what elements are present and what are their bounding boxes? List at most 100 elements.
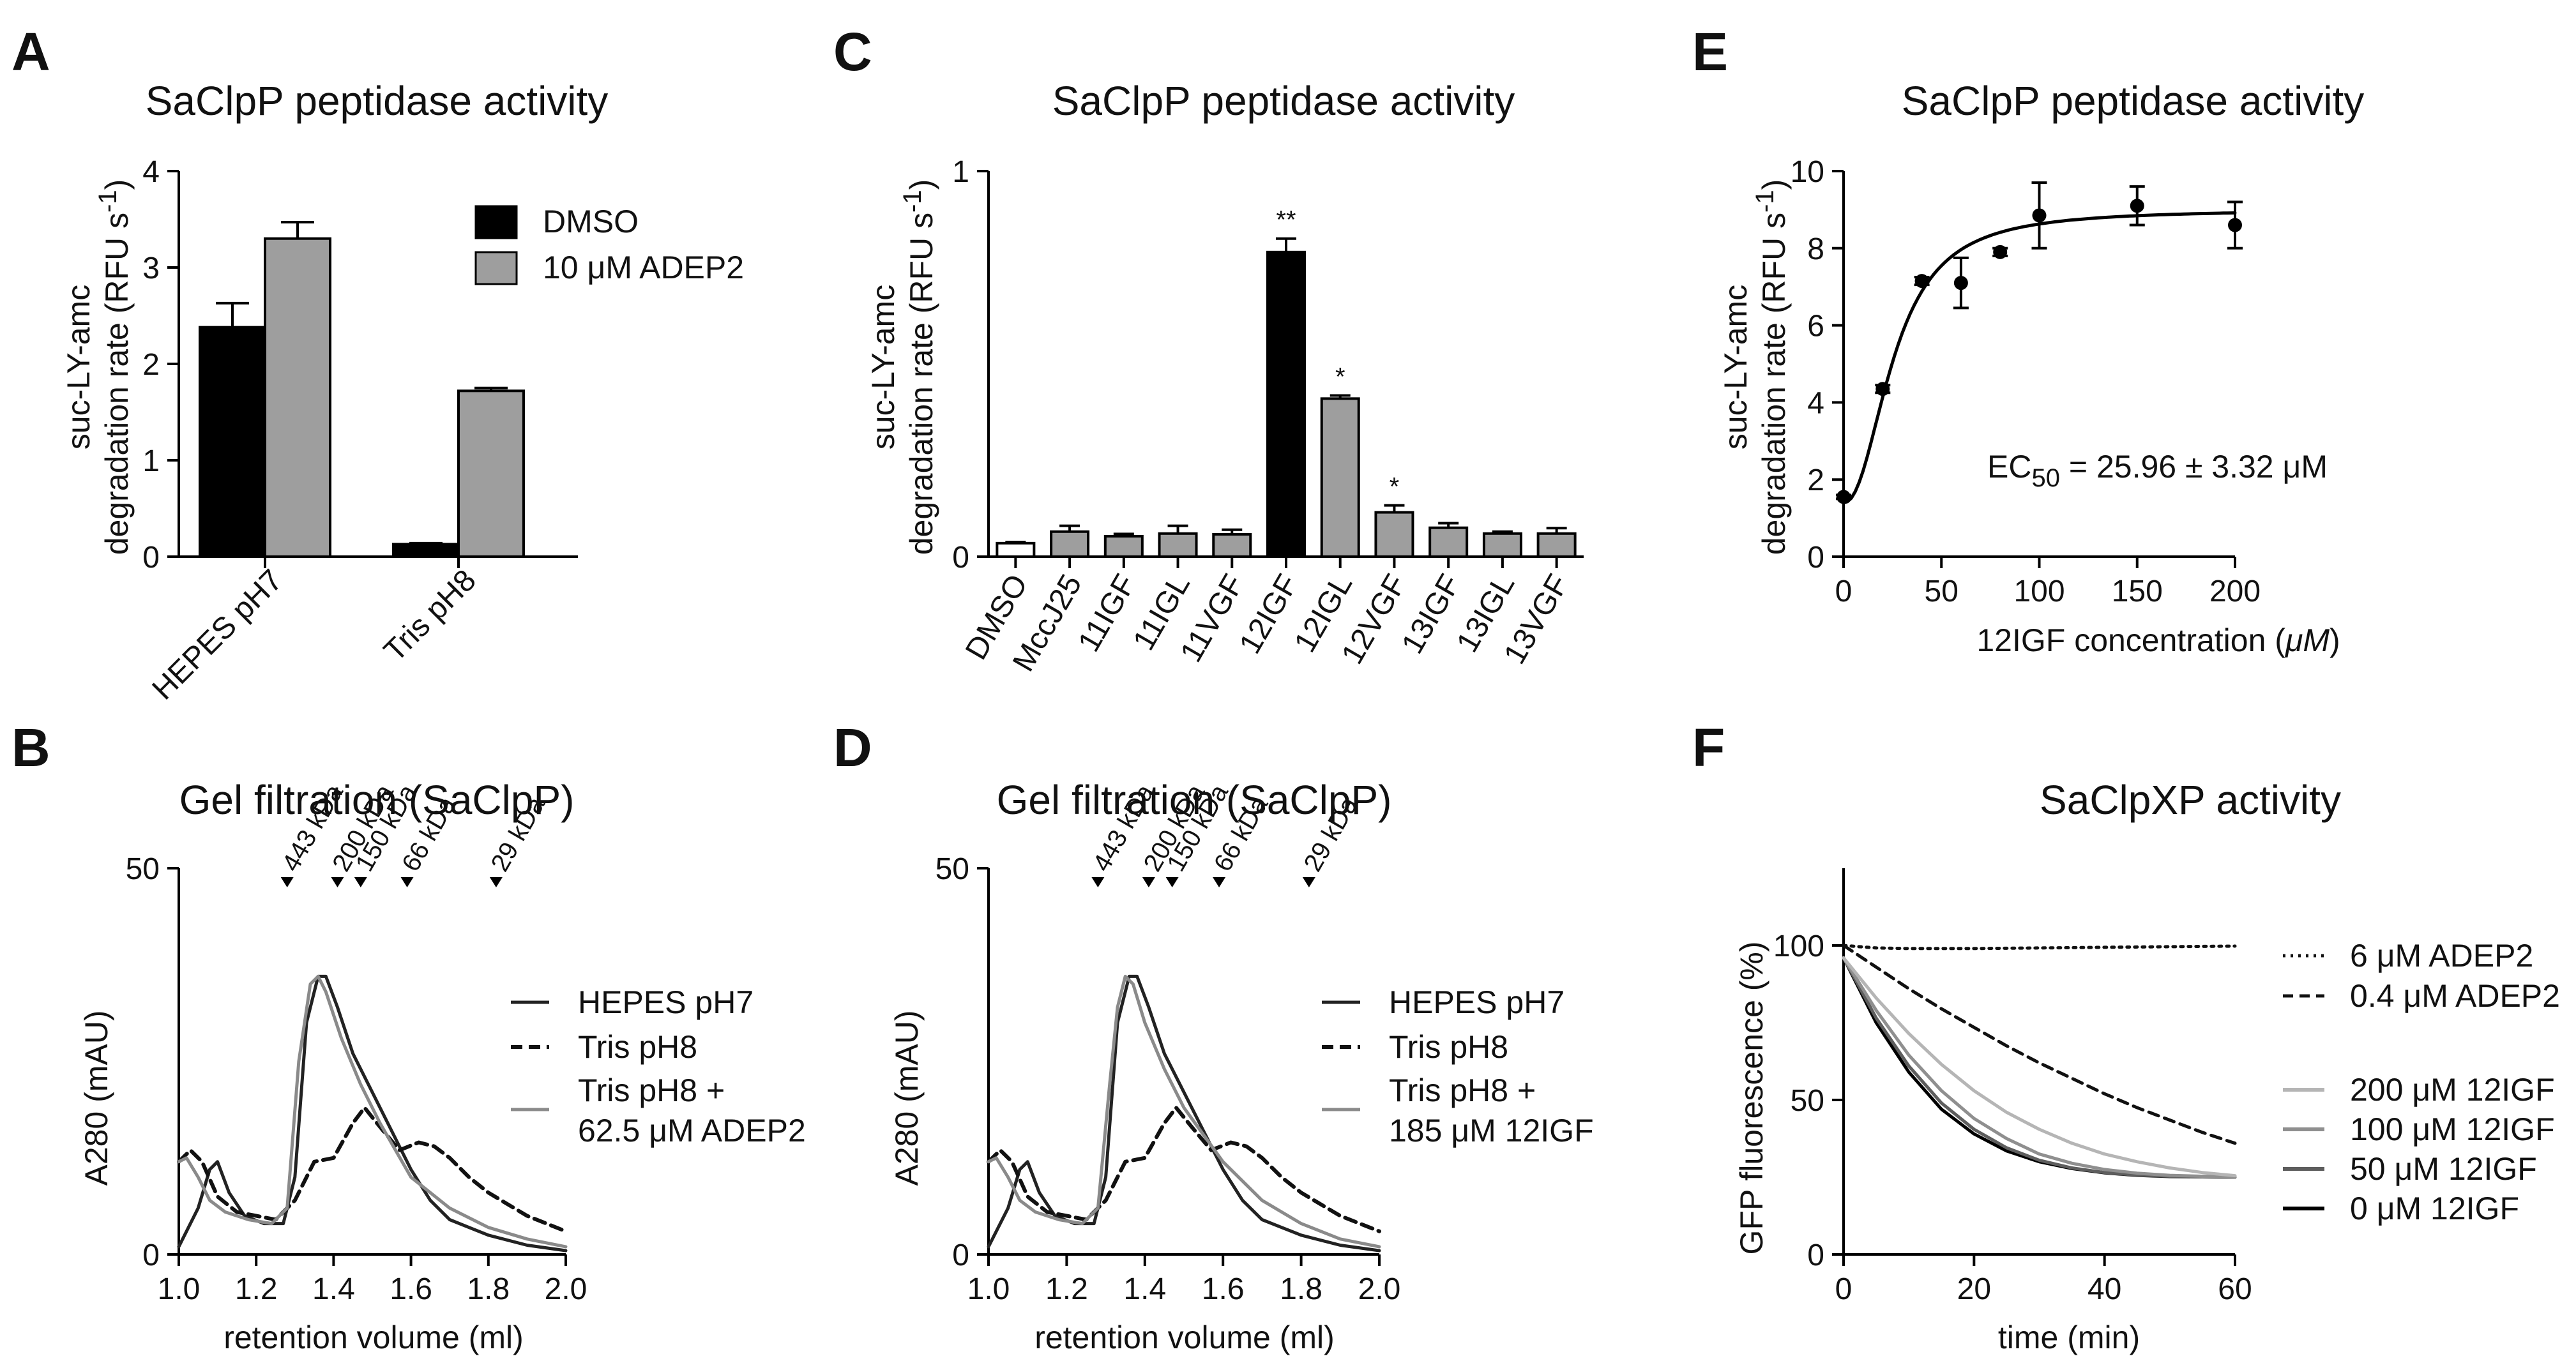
panel-a-bar bbox=[457, 389, 525, 559]
panel-label-c: C bbox=[833, 22, 872, 82]
panel-f-series-line bbox=[1842, 944, 2237, 951]
legend-a-swatch-adep2 bbox=[474, 251, 518, 285]
panel-e-title: SaClpP peptidase activity bbox=[1902, 78, 2365, 124]
panel-c-bar bbox=[1158, 532, 1198, 559]
panel-d-y-tick-label: 0 bbox=[952, 1238, 969, 1272]
panel-b-xlabel: retention volume (ml) bbox=[224, 1320, 524, 1355]
legend-d-label-tris: Tris pH8 bbox=[1389, 1029, 1508, 1065]
panel-label-e: E bbox=[1692, 22, 1728, 82]
panel-f-y-tick-label: 0 bbox=[1807, 1238, 1824, 1272]
panel-a-ylabel-1: suc-LY-amc bbox=[61, 285, 96, 449]
panel-e-data-point bbox=[1875, 382, 1890, 396]
panel-b-x-tick-label: 1.6 bbox=[390, 1272, 432, 1306]
legend-f-label-0-4um-adep2: 0.4 μM ADEP2 bbox=[2350, 978, 2560, 1014]
panel-a-y-tick-label: 1 bbox=[142, 444, 160, 478]
panel-c-title: SaClpP peptidase activity bbox=[1052, 78, 1515, 124]
panel-e-ylabel-2: degradation rate (RFU s-1) bbox=[1751, 179, 1792, 555]
legend-f-label-200um: 200 μM 12IGF bbox=[2350, 1072, 2555, 1108]
panel-d-x-tick-label: 2.0 bbox=[1358, 1272, 1401, 1306]
panel-e-data-point bbox=[2130, 199, 2144, 213]
panel-e-xlabel: 12IGF concentration (μM) bbox=[1976, 622, 2340, 658]
legend-d-label-hepes: HEPES pH7 bbox=[1389, 984, 1565, 1020]
panel-e-y-tick-label: 0 bbox=[1807, 541, 1824, 575]
legend-d-label-12igf-1: Tris pH8 + bbox=[1389, 1073, 1536, 1108]
panel-a-y-tick-label: 0 bbox=[142, 541, 160, 575]
panel-a-bar bbox=[199, 326, 266, 558]
panel-c-category-label: 11IGF bbox=[1072, 569, 1143, 658]
panel-b-marker-arrow bbox=[489, 877, 503, 887]
legend-b-label-tris: Tris pH8 bbox=[578, 1029, 697, 1065]
panel-a-category-label: Tris pH8 bbox=[377, 563, 482, 668]
panel-e-ec50-annotation: EC50 = 25.96 ± 3.32 μM bbox=[1987, 449, 2328, 492]
panel-f-x-tick-label: 60 bbox=[2218, 1272, 2252, 1306]
panel-d-x-tick-label: 1.4 bbox=[1123, 1272, 1166, 1306]
panel-f-title: SaClpXP activity bbox=[2040, 777, 2341, 823]
panel-c-bar bbox=[1320, 397, 1360, 558]
panel-c-bar bbox=[1212, 532, 1252, 559]
panel-f-x-tick-label: 0 bbox=[1835, 1272, 1852, 1306]
panel-f-xlabel: time (min) bbox=[1998, 1320, 2140, 1355]
panel-f-series-line bbox=[1842, 944, 2237, 1145]
panel-e-y-tick-label: 10 bbox=[1791, 155, 1824, 189]
panel-e-y-tick-label: 8 bbox=[1807, 232, 1824, 266]
legend-a-label-adep2: 10 μM ADEP2 bbox=[543, 250, 744, 285]
panel-b-marker-arrow bbox=[354, 877, 367, 887]
panel-b-x-tick-label: 1.2 bbox=[235, 1272, 278, 1306]
panel-b-y-tick-label: 0 bbox=[142, 1238, 160, 1272]
panel-e-data-point bbox=[1953, 276, 1968, 290]
panel-b-marker-arrow bbox=[400, 877, 414, 887]
legend-a-label-dmso: DMSO bbox=[543, 204, 639, 239]
legend-b-label-adep2-2: 62.5 μM ADEP2 bbox=[578, 1113, 806, 1148]
panel-d-series-line bbox=[987, 974, 1381, 1253]
panel-c-significance: * bbox=[1390, 473, 1400, 501]
panel-d-series-line bbox=[987, 974, 1381, 1249]
panel-a-title: SaClpP peptidase activity bbox=[146, 78, 609, 124]
panel-c-ylabel-2: degradation rate (RFU s-1) bbox=[898, 179, 939, 555]
panel-c-bar bbox=[996, 541, 1036, 558]
panel-b-x-tick-label: 1.0 bbox=[158, 1272, 201, 1306]
panel-f-x-tick-label: 40 bbox=[2087, 1272, 2121, 1306]
panel-e-y-tick-label: 2 bbox=[1807, 463, 1824, 497]
panel-f-series-line bbox=[1842, 956, 2237, 1178]
panel-c-bar bbox=[1050, 530, 1090, 558]
panel-e-ylabel-1: suc-LY-amc bbox=[1718, 285, 1754, 449]
legend-b-label-adep2-1: Tris pH8 + bbox=[578, 1073, 725, 1108]
panel-c-bar bbox=[1374, 511, 1414, 558]
panel-f-series-line bbox=[1842, 956, 2237, 1179]
panel-c-bar bbox=[1266, 250, 1306, 558]
panel-e-x-tick-label: 0 bbox=[1835, 575, 1852, 608]
panel-c-bar bbox=[1103, 534, 1144, 558]
panel-e-y-tick-label: 6 bbox=[1807, 310, 1824, 343]
panel-b-marker-arrow bbox=[331, 877, 344, 887]
legend-d-label-12igf-2: 185 μM 12IGF bbox=[1389, 1113, 1594, 1148]
panel-f-y-tick-label: 100 bbox=[1773, 930, 1824, 963]
panel-d-x-tick-label: 1.2 bbox=[1045, 1272, 1088, 1306]
panel-e-data-point bbox=[1837, 490, 1851, 504]
panel-c-bar bbox=[1536, 532, 1577, 559]
panel-b-series-line bbox=[177, 974, 568, 1249]
panel-e-data-point bbox=[1914, 274, 1929, 289]
panel-f-plot: 0 50 100 0 20 40 60 bbox=[1773, 868, 2252, 1306]
panel-a-bar bbox=[264, 237, 331, 558]
panel-e-data-point bbox=[2228, 218, 2242, 232]
panel-e-x-tick-label: 200 bbox=[2209, 575, 2261, 608]
panel-e-x-tick-label: 50 bbox=[1925, 575, 1959, 608]
panel-e-x-tick-label: 100 bbox=[2013, 575, 2065, 608]
panel-a-ylabel-2: degradation rate (RFU s-1) bbox=[94, 179, 135, 555]
panel-d-series-line bbox=[987, 1106, 1381, 1233]
panel-c-bar bbox=[1482, 532, 1522, 559]
panel-d-marker-arrow bbox=[1091, 877, 1105, 887]
panel-b-marker-arrow bbox=[280, 877, 294, 887]
panel-b-x-tick-label: 1.8 bbox=[467, 1272, 510, 1306]
panel-d-title: Gel filtration (SaClpP) bbox=[997, 777, 1392, 823]
legend-f-label-6um-adep2: 6 μM ADEP2 bbox=[2350, 938, 2533, 974]
panel-d-x-tick-label: 1.6 bbox=[1202, 1272, 1245, 1306]
panel-label-d: D bbox=[833, 718, 872, 778]
panel-b-ylabel: A280 (mAU) bbox=[79, 1010, 114, 1186]
panel-d-marker-arrow bbox=[1142, 877, 1155, 887]
panel-c-ylabel-1: suc-LY-amc bbox=[865, 285, 901, 449]
panel-c-significance: * bbox=[1335, 363, 1345, 391]
